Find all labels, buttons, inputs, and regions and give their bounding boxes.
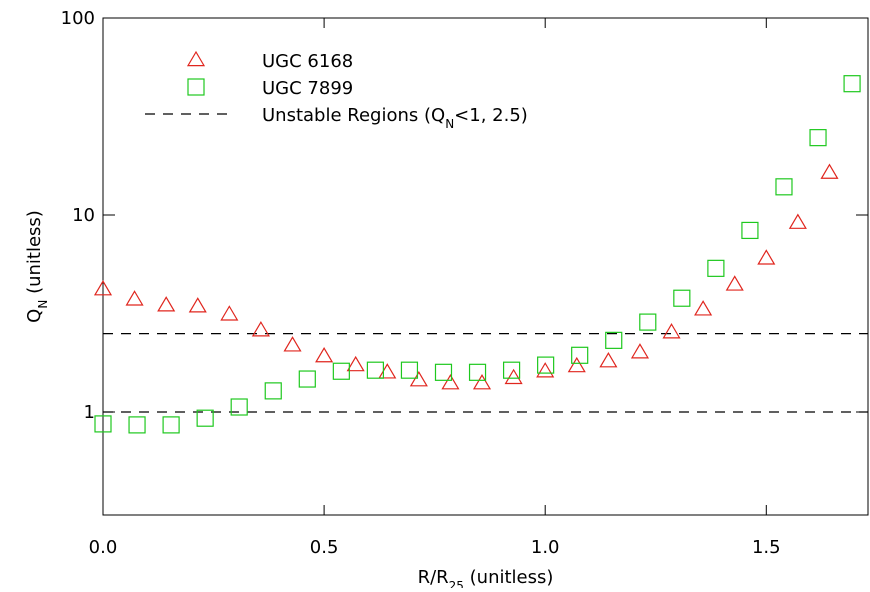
square-marker (843, 75, 861, 93)
triangle-marker (441, 374, 460, 390)
triangle-marker (220, 305, 239, 321)
triangle-marker (757, 249, 776, 265)
legend-label: UGC 6168 (262, 51, 353, 72)
x-axis-label-part: (unitless) (464, 567, 553, 588)
triangle-marker (504, 368, 523, 385)
square-marker (809, 129, 827, 147)
x-tick-label: 0.5 (310, 537, 339, 558)
square-marker (128, 416, 146, 434)
square-marker (707, 259, 725, 277)
y-tick-label: 100 (61, 8, 95, 29)
square-marker (571, 346, 589, 364)
triangle-marker (93, 280, 113, 296)
triangle-marker (157, 296, 176, 312)
square-marker (673, 289, 691, 307)
square-marker (502, 361, 521, 379)
square-marker (468, 363, 487, 381)
triangle-marker (315, 347, 334, 363)
square-marker (94, 415, 112, 433)
y-axis-label-part: Q (24, 309, 45, 323)
triangle-marker (409, 371, 428, 387)
square-marker (775, 178, 793, 196)
square-marker (537, 356, 555, 374)
triangle-marker (378, 363, 397, 379)
y-axis-label: QN (unitless) (24, 210, 50, 323)
x-tick-label: 1.5 (752, 537, 781, 558)
triangle-marker (536, 362, 555, 378)
triangle-marker (346, 355, 365, 372)
triangle-marker (820, 163, 839, 179)
y-tick-label: 10 (72, 205, 95, 226)
triangle-marker (694, 300, 713, 316)
triangle-marker (283, 336, 302, 352)
triangle-marker (567, 356, 586, 373)
x-axis-label-part: 25 (449, 579, 464, 588)
square-marker (187, 78, 205, 96)
y-axis-label-part: (unitless) (24, 210, 45, 299)
triangle-marker (472, 374, 492, 390)
triangle-marker (251, 321, 270, 337)
square-marker (230, 398, 248, 416)
square-marker (639, 313, 657, 331)
y-tick-label: 1 (84, 402, 95, 423)
triangle-marker (788, 213, 807, 229)
square-marker (264, 382, 282, 400)
triangle-marker (662, 323, 681, 339)
legend-label-part: Unstable Regions (Q (262, 105, 445, 126)
triangle-marker (630, 343, 650, 359)
square-marker (741, 221, 759, 240)
triangle-marker (725, 275, 744, 291)
plot-frame (102, 17, 869, 516)
x-axis-label: R/R25 (unitless) (418, 567, 554, 588)
legend-label-part: <1, 2.5) (454, 105, 528, 126)
legend-label-part: N (445, 117, 454, 131)
legend-label: UGC 7899 (262, 78, 353, 99)
x-tick-label: 0.0 (89, 537, 118, 558)
x-tick-label: 1.0 (531, 537, 560, 558)
square-marker (162, 416, 180, 434)
x-axis-label-part: R/R (418, 567, 449, 588)
square-marker (196, 409, 214, 427)
square-marker (434, 363, 453, 381)
square-marker (366, 361, 384, 379)
y-axis-label-part: N (36, 300, 50, 309)
triangle-marker (599, 352, 618, 368)
triangle-marker (125, 290, 144, 306)
triangle-marker (188, 297, 207, 313)
square-marker (332, 362, 350, 380)
triangle-marker (186, 50, 206, 67)
square-marker (298, 370, 316, 388)
square-marker (605, 331, 623, 349)
square-marker (400, 361, 419, 379)
legend-label: Unstable Regions (QN<1, 2.5) (262, 105, 528, 131)
